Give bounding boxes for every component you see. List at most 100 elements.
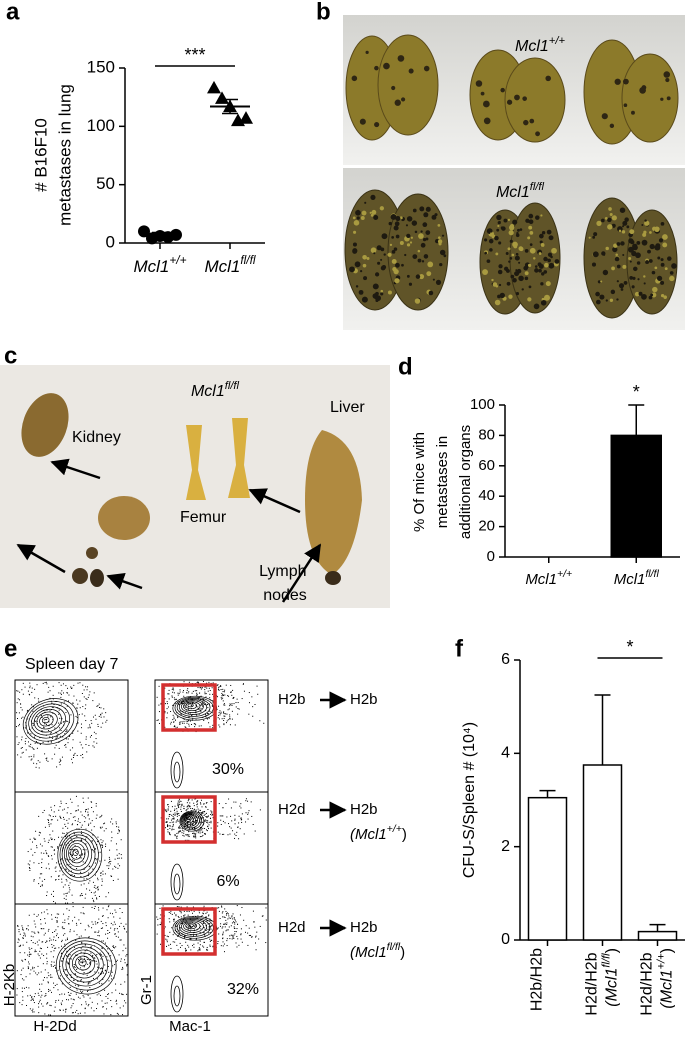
photo-spot: [496, 215, 501, 220]
photo-spot: [541, 243, 545, 247]
flow-event: [91, 735, 92, 736]
photo-spot: [352, 249, 357, 254]
photo-spot: [362, 255, 367, 260]
flow-event: [32, 842, 33, 843]
flow-event: [198, 832, 199, 833]
flow-event: [69, 982, 70, 983]
flow-event: [48, 1014, 49, 1015]
flow-event: [229, 705, 230, 706]
flow-event: [61, 882, 62, 883]
flow-event: [122, 968, 123, 969]
flow-event: [223, 695, 224, 696]
flow-event: [93, 882, 94, 883]
flow-event: [174, 818, 175, 819]
flow-event: [28, 966, 29, 967]
flow-event: [224, 944, 225, 945]
photo-spot: [610, 124, 614, 128]
flow-event: [218, 725, 219, 726]
flow-event: [80, 811, 81, 812]
flow-event: [72, 747, 73, 748]
flow-event: [71, 802, 72, 803]
flow-event: [92, 840, 93, 841]
flow-event: [91, 807, 92, 808]
flow-event: [119, 858, 120, 859]
flow-event: [57, 734, 58, 735]
photo-spot: [635, 252, 641, 258]
flow-event: [110, 1014, 111, 1015]
flow-event: [163, 905, 164, 906]
flow-event: [116, 826, 117, 827]
flow-event: [205, 693, 206, 694]
flow-event: [31, 997, 32, 998]
flow-event: [222, 912, 223, 913]
flow-event: [86, 736, 87, 737]
flow-event: [68, 923, 69, 924]
flow-event: [36, 767, 37, 768]
flow-event: [224, 916, 225, 917]
flow-event: [125, 924, 126, 925]
flow-event: [231, 935, 232, 936]
flow-event: [70, 993, 71, 994]
flow-event: [240, 934, 241, 935]
flow-event: [81, 827, 82, 828]
flow-event: [57, 989, 58, 990]
flow-event: [34, 839, 35, 840]
flow-event: [167, 804, 168, 805]
flow-event: [194, 836, 195, 837]
flow-event: [81, 884, 82, 885]
flow-event: [229, 826, 230, 827]
flow-event: [217, 908, 218, 909]
flow-event: [104, 860, 105, 861]
flow-event: [188, 927, 189, 928]
flow-event: [81, 744, 82, 745]
flow-event: [61, 803, 62, 804]
flow-event: [174, 919, 175, 920]
flow-event: [178, 949, 179, 950]
flow-event: [96, 738, 97, 739]
flow-event: [97, 967, 98, 968]
photo-spot: [612, 215, 617, 220]
flow-event: [177, 693, 178, 694]
flow-event: [110, 928, 111, 929]
flow-event: [62, 961, 63, 962]
flow-event: [203, 804, 204, 805]
flow-event: [156, 917, 157, 918]
flow-event: [209, 923, 210, 924]
flow-event: [89, 866, 90, 867]
flow-event: [210, 690, 211, 691]
flow-event: [52, 831, 53, 832]
photo-spot: [429, 291, 434, 296]
flow-event: [84, 1012, 85, 1013]
flow-event: [82, 962, 83, 963]
flow-event: [179, 815, 180, 816]
flow-event: [80, 755, 81, 756]
flow-event: [170, 825, 171, 826]
flow-event: [82, 815, 83, 816]
flow-event: [18, 744, 19, 745]
flow-event: [81, 992, 82, 993]
flow-event: [32, 967, 33, 968]
flow-event: [195, 724, 196, 725]
photo-spot: [353, 216, 356, 219]
flow-event: [211, 822, 212, 823]
photo-spot: [394, 247, 398, 251]
flow-event: [115, 933, 116, 934]
flow-event: [187, 834, 188, 835]
flow-event: [73, 1012, 74, 1013]
donor-label: H2d: [278, 801, 306, 818]
flow-event: [51, 944, 52, 945]
flow-event: [175, 806, 176, 807]
photo-spot: [547, 259, 551, 263]
photo-spot: [514, 95, 520, 101]
flow-event: [230, 704, 231, 705]
flow-event: [17, 925, 18, 926]
flow-event: [222, 934, 223, 935]
flow-event: [230, 692, 231, 693]
flow-event: [222, 911, 223, 912]
flow-event: [99, 983, 100, 984]
flow-event: [47, 761, 48, 762]
y-axis-label: metastases in lung: [55, 84, 74, 226]
flow-event: [48, 975, 49, 976]
flow-event: [98, 910, 99, 911]
photo-spot: [381, 248, 385, 252]
